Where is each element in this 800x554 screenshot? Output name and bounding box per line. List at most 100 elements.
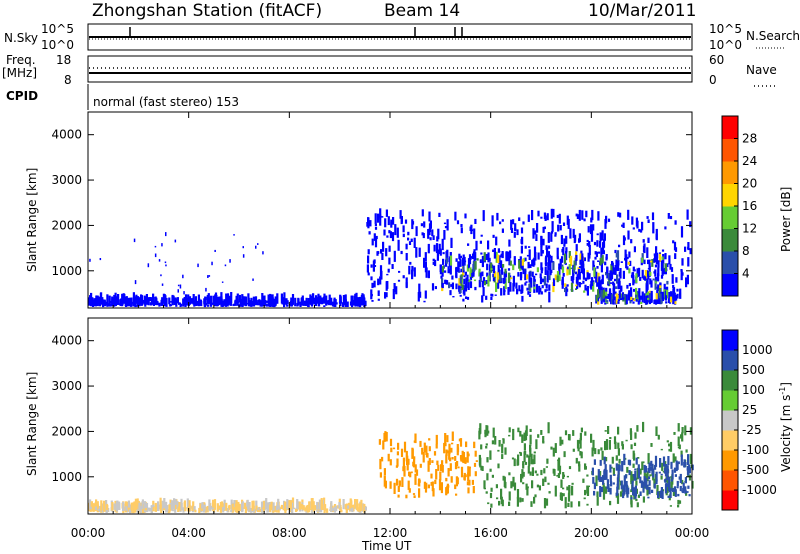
nsearch-tick-top: 10^5 — [709, 22, 742, 36]
echo-mark — [498, 440, 501, 447]
echo-mark — [233, 234, 235, 236]
echo-mark — [462, 258, 465, 266]
echo-mark — [571, 485, 574, 496]
echo-mark — [667, 456, 670, 466]
echo-mark — [415, 469, 419, 476]
echo-mark — [308, 302, 311, 304]
echo-mark — [663, 267, 666, 275]
echo-mark — [575, 284, 578, 287]
echo-mark — [128, 507, 131, 511]
echo-mark — [263, 296, 266, 306]
echo-mark — [542, 436, 545, 443]
echo-mark — [385, 292, 388, 298]
echo-mark — [478, 430, 481, 440]
echo-mark — [607, 293, 610, 300]
echo-mark — [683, 462, 686, 468]
echo-mark — [448, 443, 451, 455]
echo-mark — [607, 273, 610, 280]
echo-mark — [213, 499, 217, 510]
echo-mark — [666, 280, 669, 285]
echo-mark — [580, 250, 583, 255]
echo-mark — [566, 284, 569, 287]
echo-mark — [289, 300, 293, 306]
echo-mark — [570, 276, 573, 281]
echo-mark — [672, 293, 675, 305]
echo-mark — [674, 489, 677, 497]
echo-mark — [339, 296, 342, 304]
echo-mark — [619, 212, 622, 218]
echo-mark — [570, 267, 573, 270]
echo-mark — [657, 284, 660, 291]
colorbar-swatch — [722, 470, 738, 491]
echo-mark — [428, 458, 431, 465]
echo-mark — [631, 272, 635, 279]
echo-mark — [108, 295, 111, 304]
echo-mark — [552, 447, 555, 457]
echo-mark — [572, 269, 575, 281]
echo-mark — [630, 444, 633, 450]
echo-mark — [647, 268, 650, 270]
echo-mark — [547, 482, 550, 485]
echo-mark — [604, 302, 607, 305]
echo-mark — [468, 479, 471, 486]
echo-mark — [638, 288, 641, 298]
echo-mark — [668, 476, 671, 488]
echo-mark — [587, 226, 590, 233]
echo-mark — [337, 505, 340, 509]
echo-mark — [267, 294, 270, 305]
echo-mark — [478, 279, 481, 288]
echo-mark — [527, 291, 530, 295]
echo-mark — [405, 282, 408, 287]
echo-mark — [513, 256, 516, 266]
echo-mark — [567, 434, 571, 441]
echo-mark — [403, 441, 407, 453]
echo-mark — [533, 286, 536, 290]
echo-mark — [616, 294, 619, 299]
echo-mark — [89, 258, 91, 262]
echo-mark — [515, 282, 518, 289]
echo-mark — [454, 462, 458, 470]
echo-mark — [672, 489, 675, 492]
echo-mark — [593, 266, 596, 277]
echo-mark — [617, 468, 620, 475]
echo-mark — [516, 229, 519, 236]
echo-mark — [427, 270, 430, 279]
echo-mark — [511, 457, 515, 460]
echo-mark — [674, 456, 677, 462]
echo-mark — [395, 465, 398, 468]
echo-mark — [223, 499, 226, 510]
echo-mark — [519, 430, 522, 437]
echo-mark — [604, 219, 607, 229]
echo-mark — [647, 270, 650, 280]
echo-mark — [96, 504, 100, 509]
echo-mark — [631, 216, 634, 225]
echo-mark — [441, 238, 444, 251]
echo-mark — [600, 487, 603, 493]
echo-mark — [380, 249, 383, 254]
echo-mark — [537, 210, 540, 217]
echo-mark — [594, 256, 597, 260]
echo-mark — [611, 261, 614, 266]
echo-mark — [600, 247, 603, 258]
echo-mark — [225, 293, 228, 305]
echo-mark — [294, 297, 297, 307]
echo-mark — [607, 426, 610, 434]
echo-mark — [484, 432, 487, 438]
echo-mark — [624, 249, 627, 261]
echo-mark — [686, 274, 689, 285]
echo-mark — [532, 228, 535, 239]
echo-mark — [691, 464, 694, 471]
echo-mark — [599, 232, 602, 242]
echo-mark — [475, 460, 478, 462]
echo-mark — [670, 461, 673, 469]
echo-mark — [311, 498, 314, 509]
echo-mark — [623, 475, 626, 487]
echo-mark — [211, 261, 213, 266]
echo-mark — [417, 483, 420, 486]
echo-mark — [615, 286, 618, 289]
echo-mark — [594, 448, 597, 455]
echo-mark — [417, 479, 421, 484]
echo-mark — [493, 271, 497, 278]
echo-mark — [455, 267, 458, 278]
echo-mark — [590, 224, 593, 235]
